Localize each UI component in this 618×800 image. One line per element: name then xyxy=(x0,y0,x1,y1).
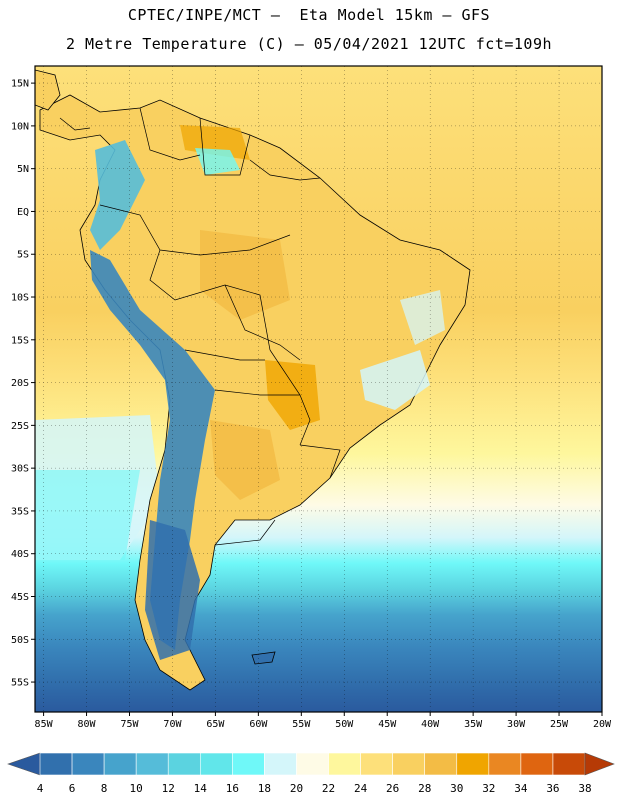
colorbar-swatch xyxy=(328,752,361,776)
colorbar-label: 10 xyxy=(130,782,143,795)
latitude-label: 15N xyxy=(11,79,29,90)
colorbar-swatch xyxy=(392,752,426,776)
colorbar-label: 30 xyxy=(450,782,463,795)
andes-cold-strip xyxy=(90,140,145,250)
colorbar-swatch xyxy=(103,752,137,776)
latitude-label: 50S xyxy=(11,635,29,646)
colorbar-swatch xyxy=(360,752,393,776)
latitude-label: 35S xyxy=(11,506,29,517)
colorbar-swatch xyxy=(199,752,233,776)
latitude-label: 25S xyxy=(11,421,29,432)
colorbar-swatch xyxy=(424,752,458,776)
colorbar-low-arrow xyxy=(7,752,41,776)
latitude-label: 30S xyxy=(11,464,29,475)
map-subtitle: 2 Metre Temperature (C) — 05/04/2021 12U… xyxy=(65,35,553,53)
latitude-axis: 15N 10N 5N EQ 5S 10S 15S 20S 25S 30S 35S 40S 45S 50S 5… xyxy=(11,79,35,689)
longitude-label: 30W xyxy=(507,719,526,730)
colorbar-label: 8 xyxy=(101,782,108,795)
colorbar-label: 36 xyxy=(546,782,559,795)
colorbar-label: 4 xyxy=(37,782,44,795)
falkland-islands xyxy=(251,651,276,665)
colorbar-label: 32 xyxy=(482,782,495,795)
colorbar-swatch xyxy=(552,752,586,776)
longitude-label: 45W xyxy=(378,719,397,730)
longitude-label: 70W xyxy=(163,719,182,730)
colorbar-swatch xyxy=(456,752,490,776)
colorbar-swatch xyxy=(71,752,105,776)
colorbar-swatch xyxy=(135,752,169,776)
longitude-label: 20W xyxy=(593,719,612,730)
longitude-axis: 85W 80W 75W 70W 65W 60W 55W 50W 45W 40W 35W 30W 25W 2… xyxy=(35,712,612,730)
colorbar-swatch xyxy=(167,752,201,776)
country-borders xyxy=(59,107,341,546)
colorbar-label: 28 xyxy=(418,782,431,795)
colorbar-label: 12 xyxy=(162,782,175,795)
colorbar-swatch xyxy=(520,752,554,776)
latitude-label: 10S xyxy=(11,293,29,304)
longitude-label: 75W xyxy=(120,719,139,730)
latitude-label: 5N xyxy=(17,164,29,175)
longitude-label: 80W xyxy=(78,719,97,730)
longitude-label: 55W xyxy=(292,719,311,730)
colorbar-label: 6 xyxy=(69,782,76,795)
longitude-label: 35W xyxy=(464,719,483,730)
colorbar-swatch xyxy=(39,752,73,776)
latitude-label: EQ xyxy=(17,207,29,218)
longitude-label: 85W xyxy=(35,719,54,730)
map-frame xyxy=(34,65,603,713)
colorbar: 4 6 8 10 12 14 16 18 20 22 24 26 28 30 32 34 36 38 xyxy=(7,752,615,795)
colorbar-label: 38 xyxy=(578,782,591,795)
latitude-label: 40S xyxy=(11,549,29,560)
pacific-cool-band xyxy=(35,470,140,560)
colorbar-label: 20 xyxy=(290,782,303,795)
colorbar-label: 22 xyxy=(322,782,335,795)
colorbar-label: 18 xyxy=(258,782,271,795)
colorbar-label: 26 xyxy=(386,782,399,795)
central-america-land xyxy=(35,69,61,111)
colorbar-swatch xyxy=(264,752,297,776)
longitude-label: 25W xyxy=(550,719,569,730)
colorbar-label: 14 xyxy=(194,782,208,795)
colorbar-high-arrow xyxy=(584,752,615,776)
graticule xyxy=(35,66,602,712)
longitude-label: 60W xyxy=(249,719,268,730)
longitude-label: 40W xyxy=(421,719,440,730)
latitude-label: 5S xyxy=(17,250,29,261)
colorbar-swatch xyxy=(296,752,329,776)
colorbar-label: 16 xyxy=(226,782,239,795)
latitude-label: 10N xyxy=(11,121,29,132)
latitude-label: 20S xyxy=(11,378,29,389)
colorbar-swatch xyxy=(232,752,265,776)
colorbar-label: 34 xyxy=(514,782,528,795)
longitude-label: 65W xyxy=(206,719,225,730)
coastal-cool-spot xyxy=(400,290,445,345)
colorbar-label: 24 xyxy=(354,782,368,795)
warm-patch xyxy=(210,420,280,500)
coastal-cool-spot xyxy=(360,350,430,410)
latitude-label: 45S xyxy=(11,592,29,603)
longitude-label: 50W xyxy=(335,719,354,730)
map-title: CPTEC/INPE/MCT — Eta Model 15km — GFS xyxy=(127,6,491,24)
guiana-cool-spot xyxy=(195,148,240,175)
colorbar-swatch xyxy=(488,752,522,776)
latitude-label: 55S xyxy=(11,678,29,689)
latitude-label: 15S xyxy=(11,335,29,346)
south-america-land xyxy=(39,94,471,691)
map-field xyxy=(35,66,602,712)
